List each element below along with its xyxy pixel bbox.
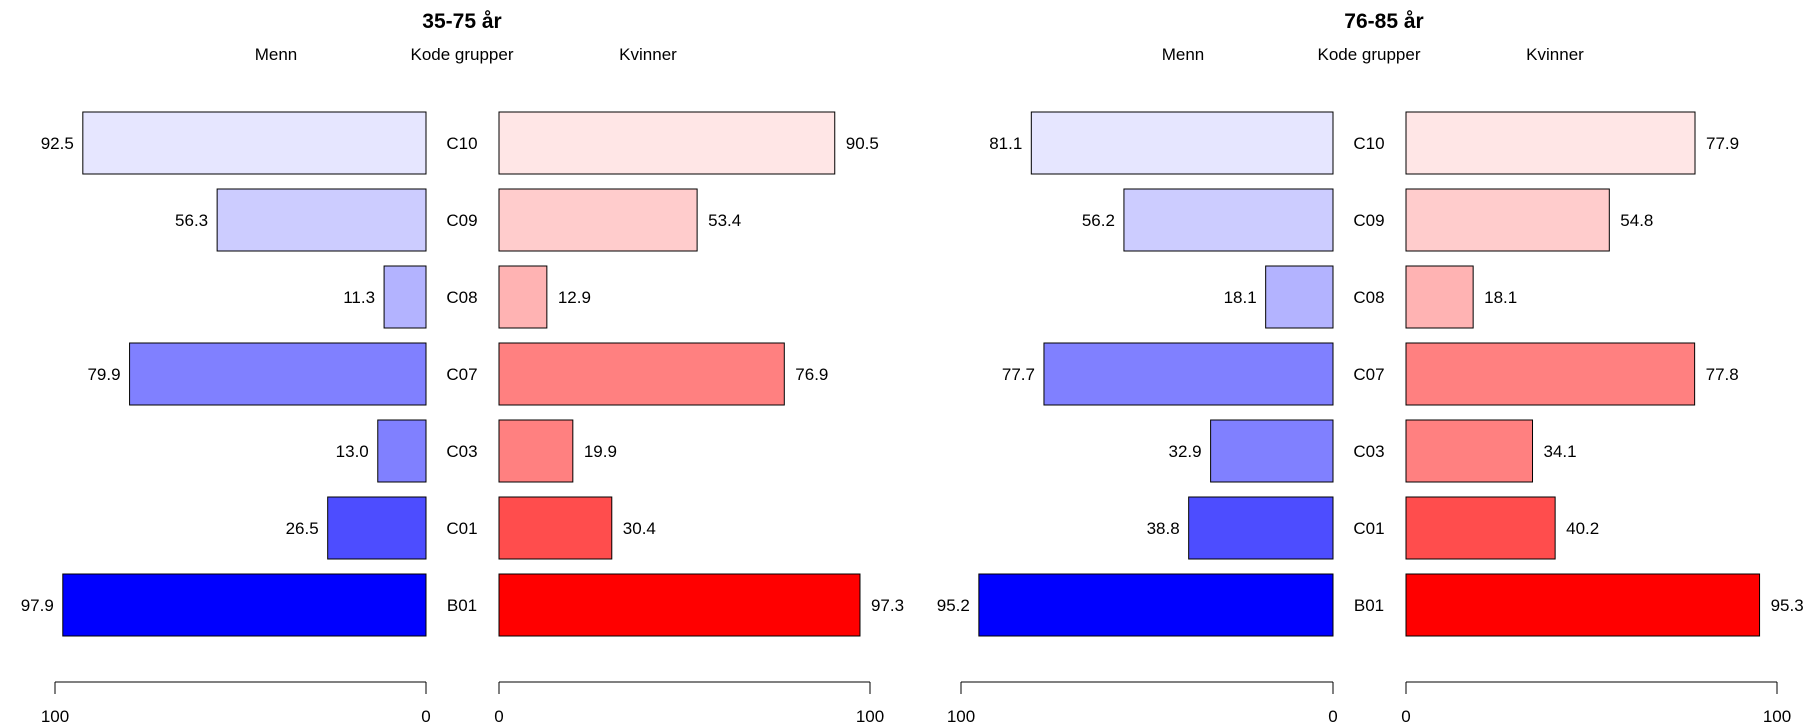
panel1-title: 35-75 år xyxy=(422,10,501,33)
panel2-men-bar-c01 xyxy=(1188,496,1334,560)
panel2-women-axis-tick-label: 100 xyxy=(1763,707,1791,725)
panel1-category-c10: C10 xyxy=(446,134,477,153)
panel1-women-value-c07: 76.9 xyxy=(795,365,828,384)
panel2-men-bar-c08 xyxy=(1265,265,1334,329)
panel1-men-value-c07: 79.9 xyxy=(87,365,120,384)
panel1-men-bar-c09 xyxy=(216,188,427,252)
panel2-men-value-c07: 77.7 xyxy=(1002,365,1035,384)
panel1-women-axis-tick-label: 100 xyxy=(856,707,884,725)
panel1-category-c08: C08 xyxy=(446,288,477,307)
panel1-men-bar-c03 xyxy=(377,419,427,483)
panel2-women-value-c01: 40.2 xyxy=(1566,519,1599,538)
panel1-men-value-c10: 92.5 xyxy=(41,134,74,153)
panel2-category-c08: C08 xyxy=(1353,288,1384,307)
panel2-women-bar-c01 xyxy=(1405,496,1556,560)
panel1-women-value-c01: 30.4 xyxy=(623,519,656,538)
panel1-women-value-b01: 97.3 xyxy=(871,596,904,615)
panel2-men-bar-c07 xyxy=(1043,342,1334,406)
panel2-women-bar-c08 xyxy=(1405,265,1474,329)
panel2-code-groups-header: Kode grupper xyxy=(1317,45,1420,64)
panel1-category-c03: C03 xyxy=(446,442,477,461)
panel2-women-value-c10: 77.9 xyxy=(1706,134,1739,153)
panel1-category-b01: B01 xyxy=(447,596,477,615)
panel1-women-bar-c10 xyxy=(498,111,836,175)
panel2-category-c10: C10 xyxy=(1353,134,1384,153)
panel1-men-value-c03: 13.0 xyxy=(336,442,369,461)
panel1-code-groups-header: Kode grupper xyxy=(410,45,513,64)
panel2-women-bar-c07 xyxy=(1405,342,1696,406)
panel1-men-value-c01: 26.5 xyxy=(286,519,319,538)
panel2-category-c09: C09 xyxy=(1353,211,1384,230)
panel2-title: 76-85 år xyxy=(1344,10,1423,33)
panel1-women-bar-c09 xyxy=(498,188,698,252)
panel1-men-header: Menn xyxy=(255,45,298,64)
panel1-men-axis-tick-label: 0 xyxy=(421,707,430,725)
panel2-women-value-c08: 18.1 xyxy=(1484,288,1517,307)
panel2-men-bar-c10 xyxy=(1030,111,1334,175)
panel1-category-c09: C09 xyxy=(446,211,477,230)
panel1-women-axis-tick-label: 0 xyxy=(494,707,503,725)
panel1-men-bar-c01 xyxy=(327,496,427,560)
panel1-category-c07: C07 xyxy=(446,365,477,384)
panel1-women-bar-c07 xyxy=(498,342,785,406)
panel1-women-value-c08: 12.9 xyxy=(558,288,591,307)
panel1-men-axis-tick-label: 100 xyxy=(41,707,69,725)
panel2-men-bar-c09 xyxy=(1123,188,1334,252)
panel1-women-bar-b01 xyxy=(498,573,861,637)
panel1-women-bar-c01 xyxy=(498,496,613,560)
panel1-women-header: Kvinner xyxy=(619,45,677,64)
panel2-men-axis-tick-label: 0 xyxy=(1328,707,1337,725)
panel2-women-header: Kvinner xyxy=(1526,45,1584,64)
panel2-men-value-b01: 95.2 xyxy=(937,596,970,615)
panel2-women-value-b01: 95.3 xyxy=(1771,596,1804,615)
panel2-women-bar-c09 xyxy=(1405,188,1610,252)
panel1-men-value-c09: 56.3 xyxy=(175,211,208,230)
panel1-women-bar-c08 xyxy=(498,265,548,329)
panel1-men-value-b01: 97.9 xyxy=(21,596,54,615)
panel2-men-header: Menn xyxy=(1162,45,1205,64)
panel2-women-bar-c03 xyxy=(1405,419,1534,483)
panel1-category-c01: C01 xyxy=(446,519,477,538)
panel1-women-value-c09: 53.4 xyxy=(708,211,741,230)
panel2-men-value-c08: 18.1 xyxy=(1224,288,1257,307)
panel2-women-value-c03: 34.1 xyxy=(1544,442,1577,461)
panel2-category-c03: C03 xyxy=(1353,442,1384,461)
panel1-women-value-c10: 90.5 xyxy=(846,134,879,153)
panel2-men-value-c10: 81.1 xyxy=(989,134,1022,153)
panel2-men-value-c03: 32.9 xyxy=(1169,442,1202,461)
panel2-women-value-c07: 77.8 xyxy=(1706,365,1739,384)
panel1-women-value-c03: 19.9 xyxy=(584,442,617,461)
panel2-women-bar-c10 xyxy=(1405,111,1696,175)
panel2-men-axis-tick-label: 100 xyxy=(947,707,975,725)
panel2-women-bar-b01 xyxy=(1405,573,1761,637)
panel2-category-b01: B01 xyxy=(1354,596,1384,615)
panel1-men-bar-c08 xyxy=(383,265,427,329)
panel1-men-bar-c10 xyxy=(82,111,427,175)
panel2-men-value-c09: 56.2 xyxy=(1082,211,1115,230)
panel2-men-value-c01: 38.8 xyxy=(1147,519,1180,538)
panel2-men-bar-b01 xyxy=(978,573,1334,637)
panel2-women-axis-tick-label: 0 xyxy=(1401,707,1410,725)
panel1-men-bar-c07 xyxy=(129,342,427,406)
panel2-women-value-c09: 54.8 xyxy=(1620,211,1653,230)
panel1-men-value-c08: 11.3 xyxy=(343,288,375,307)
panel1-men-bar-b01 xyxy=(62,573,427,637)
panel2-category-c07: C07 xyxy=(1353,365,1384,384)
panel2-category-c01: C01 xyxy=(1353,519,1384,538)
panel2-men-bar-c03 xyxy=(1210,419,1334,483)
panel1-women-bar-c03 xyxy=(498,419,574,483)
